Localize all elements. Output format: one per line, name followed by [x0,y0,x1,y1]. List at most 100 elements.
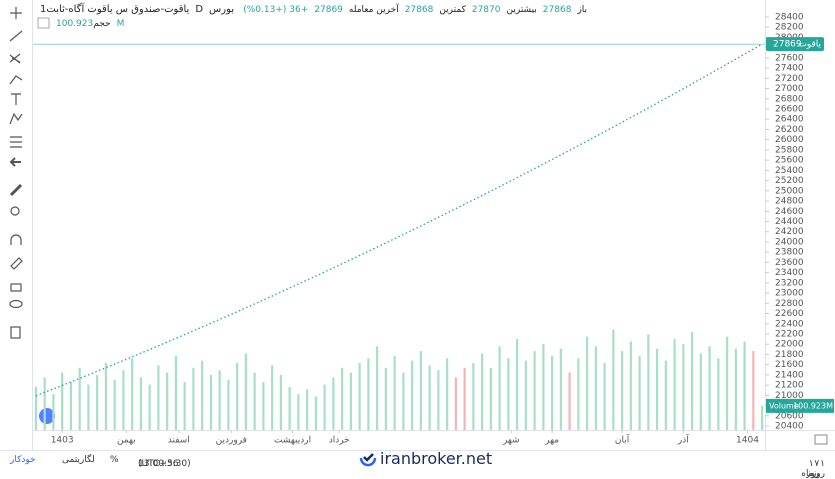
y-tick-label: 23000 [775,289,804,299]
y-tick-label: 22000 [775,340,804,350]
volume-bar [551,355,554,430]
volume-bar [673,339,676,430]
price-tag [766,37,824,52]
volume-bar [174,355,178,430]
y-tick-label: 21600 [775,360,804,370]
volume-bar [638,355,641,430]
tool-ruler[interactable] [9,183,23,197]
volume-bar [157,365,160,430]
volume-bar [454,377,457,430]
volume-bar [43,377,46,430]
timezone[interactable]: (UTC+3:30) [138,459,191,469]
y-tick-label: 25000 [775,186,804,196]
volume-bar [104,363,108,430]
price-line [35,43,763,397]
volume-bar [262,382,265,430]
volume-bar [682,343,685,430]
y-tick-label: 26400 [775,115,804,125]
tool-lock[interactable] [10,283,22,292]
y-tick-label: 20400 [775,422,804,432]
y-tick-label: 24000 [775,237,804,247]
volume-bar [131,358,134,430]
volume-bar [577,358,580,430]
volume-bar [122,370,125,430]
volume-bar [183,382,186,430]
tool-zoom[interactable] [10,206,20,216]
y-tick-label: 21000 [775,391,804,401]
x-tick-label: خرداد [329,436,350,446]
volume-bar [61,372,64,430]
volume-bar [472,363,475,430]
percent[interactable]: % [110,455,119,465]
y-tick-label: 26200 [775,125,804,135]
volume-bar [664,360,667,430]
volume-bar [376,346,379,430]
scroll-button[interactable] [39,408,55,424]
volume-bar [419,351,422,430]
tool-back[interactable] [9,157,21,167]
header: یاقوت-صندوق س یاقوت آگاه-ثابت1D بورس باز 2… [40,4,599,15]
price-tag-value: 27869 [773,40,802,50]
low-label: کمترین [439,5,466,15]
symbol-title: یاقوت-صندوق س یاقوت آگاه-ثابت [46,4,190,15]
x-tick-label: بهمن [117,436,136,446]
tool-cross[interactable] [10,7,22,19]
volume-bar [314,396,317,430]
volume-bar [533,351,536,430]
y-tick-label: 27400 [775,64,804,74]
volume-bar [725,336,729,430]
volume-tag-value: 100.923M [793,401,833,410]
volume-bar [253,372,256,430]
y-tick-label: 25800 [775,145,804,155]
toolbar[interactable] [9,7,23,339]
volume-bar [498,346,501,430]
auto[interactable]: خودکار [10,455,36,465]
y-tick-label: 21200 [775,381,804,391]
y-tick-label: 21800 [775,350,804,360]
tool-magnet[interactable] [10,234,22,245]
y-tick-label: 24800 [775,197,804,207]
range[interactable]: ۱ ماه [801,459,814,479]
open-label: باز [577,5,588,15]
settings-icon[interactable] [814,434,828,445]
interval: 1D [40,4,204,15]
tool-line[interactable] [9,30,23,42]
log[interactable]: لگاریتمی [62,455,95,465]
y-tick-label: 22200 [775,329,804,339]
volume-header: حجم100.923M [56,19,130,29]
volume-bar [463,367,466,430]
volume-bar [244,353,247,430]
volume-bar [148,384,151,430]
tool-eye[interactable] [9,299,23,309]
y-tick-label: 23200 [775,278,804,288]
volume-bar [349,372,352,430]
volume-bar [201,360,204,430]
price-tag-name: یاقوت [798,40,821,50]
volume-bar [708,346,711,430]
collapse-button[interactable] [37,17,50,29]
tool-stay[interactable] [10,257,23,270]
y-tick-label: 27000 [775,84,804,94]
volume-tag-name: Volume [769,401,799,410]
tool-text[interactable] [11,93,21,105]
volume-bar [139,377,143,430]
volume-bar [516,339,519,430]
volume-bar [236,363,239,430]
x-tick-label: آبان [615,434,630,446]
volume-bar [367,358,370,430]
tool-brush[interactable] [9,75,23,85]
volume-bar [279,375,282,430]
tool-pattern[interactable] [9,112,23,125]
y-tick-label: 24400 [775,217,804,227]
watermark: iranbroker.net [380,449,493,468]
exchange: بورس [209,4,235,15]
time: 13:00:56 [138,459,179,469]
volume-bar [227,379,230,430]
tool-forecast[interactable] [10,136,22,148]
tool-trash[interactable] [10,326,21,339]
volume-bar [218,370,221,430]
y-tick-label: 26000 [775,135,804,145]
tool-fib[interactable] [9,53,21,64]
volume-bar [52,394,55,430]
